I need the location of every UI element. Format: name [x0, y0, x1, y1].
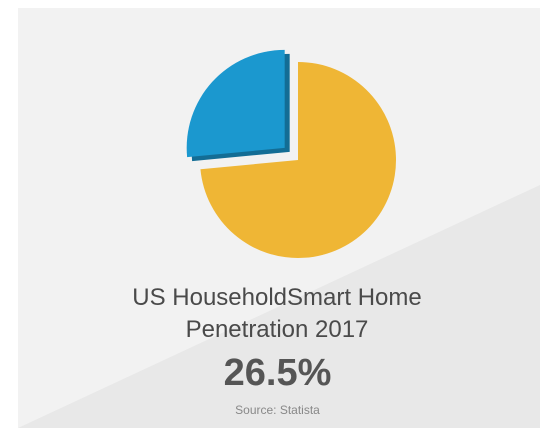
panel-shade — [18, 185, 540, 428]
chart-title: US HouseholdSmart Home Penetration 2017 — [132, 284, 422, 343]
source: Source: Statista — [235, 403, 320, 417]
value-label: 26.5% — [223, 352, 332, 394]
pie-slice — [200, 62, 396, 258]
pie-slice — [186, 49, 285, 158]
